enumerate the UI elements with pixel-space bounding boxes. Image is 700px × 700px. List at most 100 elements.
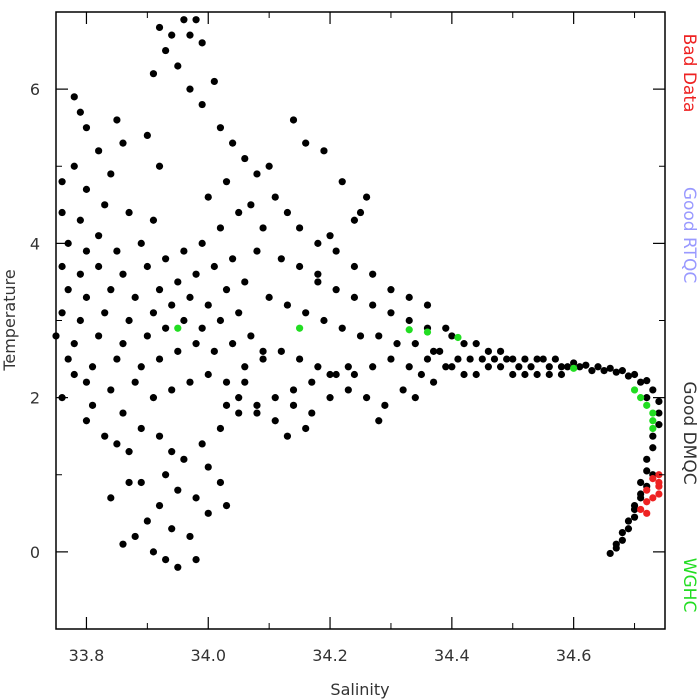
point-good-dmqc [235, 208, 243, 217]
point-good-dmqc [387, 286, 395, 294]
point-good-dmqc [253, 401, 261, 409]
point-good-dmqc [557, 363, 566, 371]
point-wghc [649, 417, 657, 425]
point-good-dmqc [247, 332, 255, 340]
point-good-dmqc [637, 478, 645, 487]
point-good-dmqc [162, 46, 170, 55]
point-good-dmqc [600, 367, 608, 375]
point-good-dmqc [235, 309, 243, 317]
point-good-dmqc [149, 309, 158, 317]
point-good-dmqc [131, 532, 139, 541]
point-good-dmqc [58, 208, 66, 217]
point-good-dmqc [314, 239, 322, 247]
point-good-dmqc [484, 363, 492, 371]
point-good-dmqc [137, 478, 145, 487]
point-good-dmqc [630, 513, 639, 521]
point-good-dmqc [149, 394, 158, 402]
point-good-dmqc [216, 316, 225, 325]
point-good-dmqc [168, 448, 176, 456]
point-good-dmqc [113, 355, 121, 363]
point-good-dmqc [289, 401, 298, 409]
point-good-dmqc [545, 363, 553, 371]
point-good-dmqc [308, 409, 316, 417]
point-wghc [649, 409, 657, 417]
point-good-dmqc [70, 93, 78, 101]
point-good-dmqc [186, 293, 194, 301]
point-good-dmqc [588, 367, 596, 375]
point-wghc [570, 364, 578, 372]
point-good-dmqc [101, 432, 109, 440]
point-good-dmqc [95, 262, 103, 271]
point-good-dmqc [113, 116, 121, 124]
y-axis-label: Temperature [0, 269, 19, 371]
point-good-dmqc [527, 363, 535, 371]
point-good-dmqc [70, 162, 78, 170]
point-good-dmqc [289, 386, 298, 394]
point-good-dmqc [88, 363, 97, 371]
point-good-dmqc [314, 278, 322, 286]
point-good-dmqc [387, 309, 395, 317]
point-good-dmqc [143, 262, 151, 271]
point-good-dmqc [107, 386, 115, 394]
axis-ticks: 33.8 34.0 34.2 34.4 34.6 0 2 4 6 [30, 11, 665, 665]
point-good-dmqc [460, 370, 468, 379]
point-good-dmqc [241, 278, 249, 286]
point-good-dmqc [149, 70, 158, 78]
point-bad-data [655, 490, 663, 498]
x-tick-label: 33.8 [69, 646, 105, 665]
point-good-dmqc [612, 368, 620, 376]
point-good-dmqc [484, 347, 492, 355]
point-good-dmqc [277, 255, 285, 263]
point-good-dmqc [198, 39, 206, 47]
point-good-dmqc [210, 77, 218, 86]
point-good-dmqc [70, 370, 78, 379]
point-bad-data [655, 471, 663, 479]
point-good-dmqc [326, 232, 334, 240]
point-good-dmqc [125, 448, 133, 456]
point-good-dmqc [375, 332, 383, 340]
point-good-dmqc [155, 23, 164, 32]
point-good-dmqc [326, 370, 334, 379]
point-good-dmqc [216, 224, 225, 232]
point-good-dmqc [405, 363, 413, 371]
point-good-dmqc [496, 363, 505, 371]
point-good-dmqc [265, 293, 273, 301]
point-good-dmqc [624, 525, 633, 533]
point-good-dmqc [198, 440, 206, 448]
point-good-dmqc [88, 401, 97, 409]
point-good-dmqc [125, 316, 133, 325]
point-good-dmqc [52, 332, 60, 340]
point-good-dmqc [296, 355, 304, 363]
point-good-dmqc [521, 355, 529, 363]
point-good-dmqc [429, 347, 438, 355]
point-good-dmqc [155, 355, 164, 363]
point-good-dmqc [302, 309, 310, 317]
point-good-dmqc [95, 332, 103, 340]
point-good-dmqc [649, 386, 657, 394]
point-good-dmqc [131, 378, 139, 386]
point-good-dmqc [204, 463, 212, 471]
point-good-dmqc [198, 100, 206, 109]
point-good-dmqc [637, 378, 645, 386]
point-good-dmqc [119, 340, 127, 348]
point-good-dmqc [210, 347, 218, 355]
plot-frame [55, 11, 666, 630]
point-good-dmqc [643, 377, 651, 385]
legend-item-good-dmqc: Good DMQC [679, 381, 699, 484]
point-good-dmqc [509, 370, 517, 379]
point-good-dmqc [545, 370, 553, 379]
point-good-dmqc [162, 324, 170, 332]
point-good-dmqc [405, 316, 413, 325]
point-good-dmqc [594, 363, 602, 371]
point-good-dmqc [490, 355, 499, 363]
point-wghc [454, 333, 462, 342]
point-good-dmqc [448, 363, 456, 371]
legend-item-wghc: WGHC [679, 558, 699, 613]
point-good-dmqc [180, 316, 188, 325]
point-good-dmqc [362, 394, 371, 402]
point-good-dmqc [143, 517, 151, 525]
point-good-dmqc [387, 355, 395, 363]
point-good-dmqc [356, 208, 365, 217]
point-good-dmqc [82, 293, 91, 301]
x-tick-label: 34.0 [190, 646, 226, 665]
